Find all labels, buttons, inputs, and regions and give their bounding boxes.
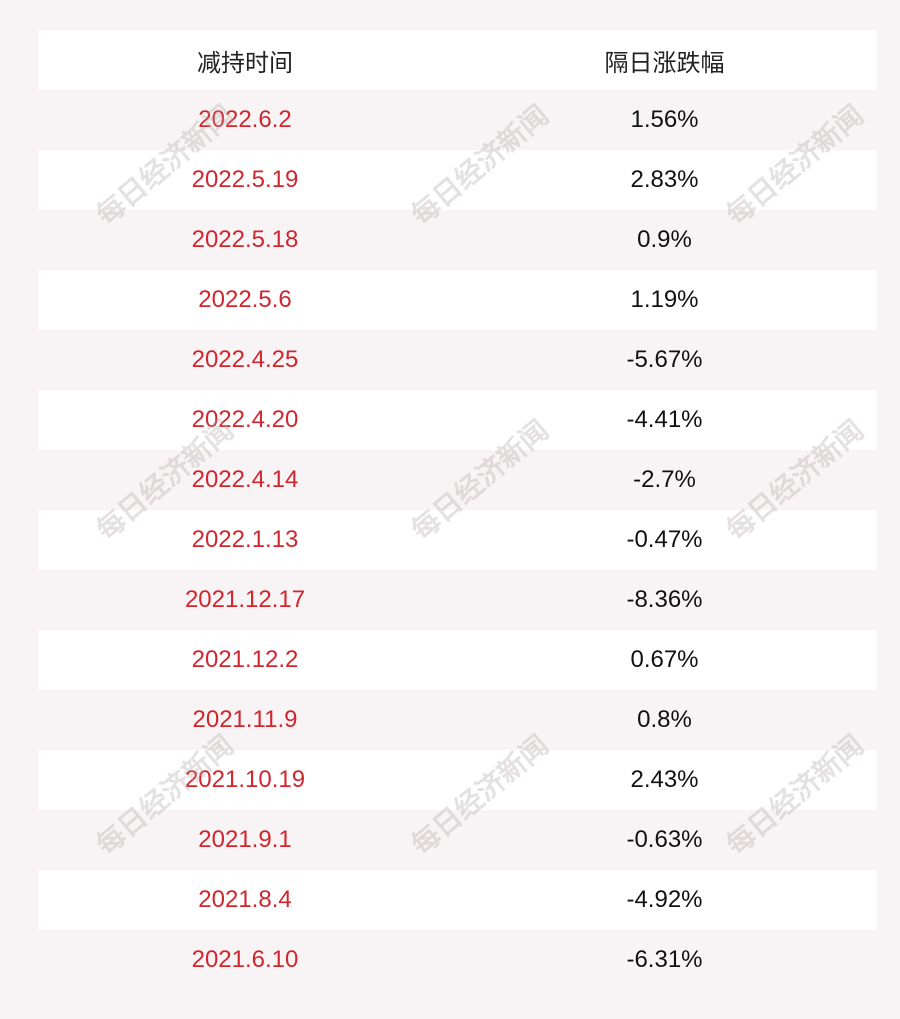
table-row: 2021.6.10 -6.31%: [38, 930, 877, 990]
table-cell: 2022.5.19: [191, 166, 299, 193]
table-cell: -8.36%: [626, 586, 703, 613]
header-cell: 隔日涨跌幅: [604, 49, 725, 77]
table-cell: 1.19%: [630, 286, 699, 313]
table: 减持时间 隔日涨跌幅 2022.6.2 1.56% 2022.5.19 2.83% 20…: [38, 30, 877, 990]
table-cell: 2.83%: [630, 166, 699, 193]
table-cell: 2021.11.9: [192, 706, 298, 733]
table-cell: -4.41%: [626, 406, 703, 433]
table-row: 2022.5.6 1.19%: [38, 270, 877, 330]
table-cell: 2021.8.4: [198, 886, 292, 913]
table-cell: 2021.6.10: [191, 946, 299, 973]
table-row: 2022.5.18 0.9%: [38, 210, 877, 270]
table-cell: -6.31%: [626, 946, 703, 973]
table-cell: 2022.4.25: [191, 346, 299, 373]
table-cell: 2021.10.19: [184, 766, 306, 793]
table-cell: 2021.12.17: [184, 586, 306, 613]
header-row: 减持时间 隔日涨跌幅: [38, 30, 877, 90]
table-cell: 0.67%: [630, 646, 699, 673]
table-row: 2022.4.14 -2.7%: [38, 450, 877, 510]
table-cell: -4.92%: [626, 886, 703, 913]
table-row: 2022.1.13 -0.47%: [38, 510, 877, 570]
table-row: 2021.12.17 -8.36%: [38, 570, 877, 630]
table-cell: 0.8%: [637, 706, 692, 733]
table-cell: -5.67%: [626, 346, 703, 373]
table-cell: 2021.9.1: [198, 826, 292, 853]
header-cell: 减持时间: [197, 49, 293, 77]
table-cell: 2022.4.14: [191, 466, 299, 493]
table-row: 2021.8.4 -4.92%: [38, 870, 877, 930]
table-cell: -0.63%: [626, 826, 703, 853]
table-cell: 2022.6.2: [198, 106, 292, 133]
table-cell: 1.56%: [630, 106, 699, 133]
table-cell: 2.43%: [630, 766, 699, 793]
table-cell: 0.9%: [637, 226, 692, 253]
table-cell: 2022.5.6: [198, 286, 292, 313]
table-row: 2021.9.1 -0.63%: [38, 810, 877, 870]
table-cell: -0.47%: [626, 526, 703, 553]
table-row: 2022.6.2 1.56%: [38, 90, 877, 150]
table-cell: -2.7%: [633, 466, 696, 493]
table-row: 2021.10.19 2.43%: [38, 750, 877, 810]
table-row: 2021.11.9 0.8%: [38, 690, 877, 750]
table-row: 2022.4.25 -5.67%: [38, 330, 877, 390]
table-cell: 2021.12.2: [191, 646, 299, 673]
table-cell: 2022.1.13: [191, 526, 299, 553]
table-row: 2022.4.20 -4.41%: [38, 390, 877, 450]
table-cell: 2022.4.20: [191, 406, 299, 433]
table-cell: 2022.5.18: [191, 226, 299, 253]
table-row: 2021.12.2 0.67%: [38, 630, 877, 690]
table-row: 2022.5.19 2.83%: [38, 150, 877, 210]
